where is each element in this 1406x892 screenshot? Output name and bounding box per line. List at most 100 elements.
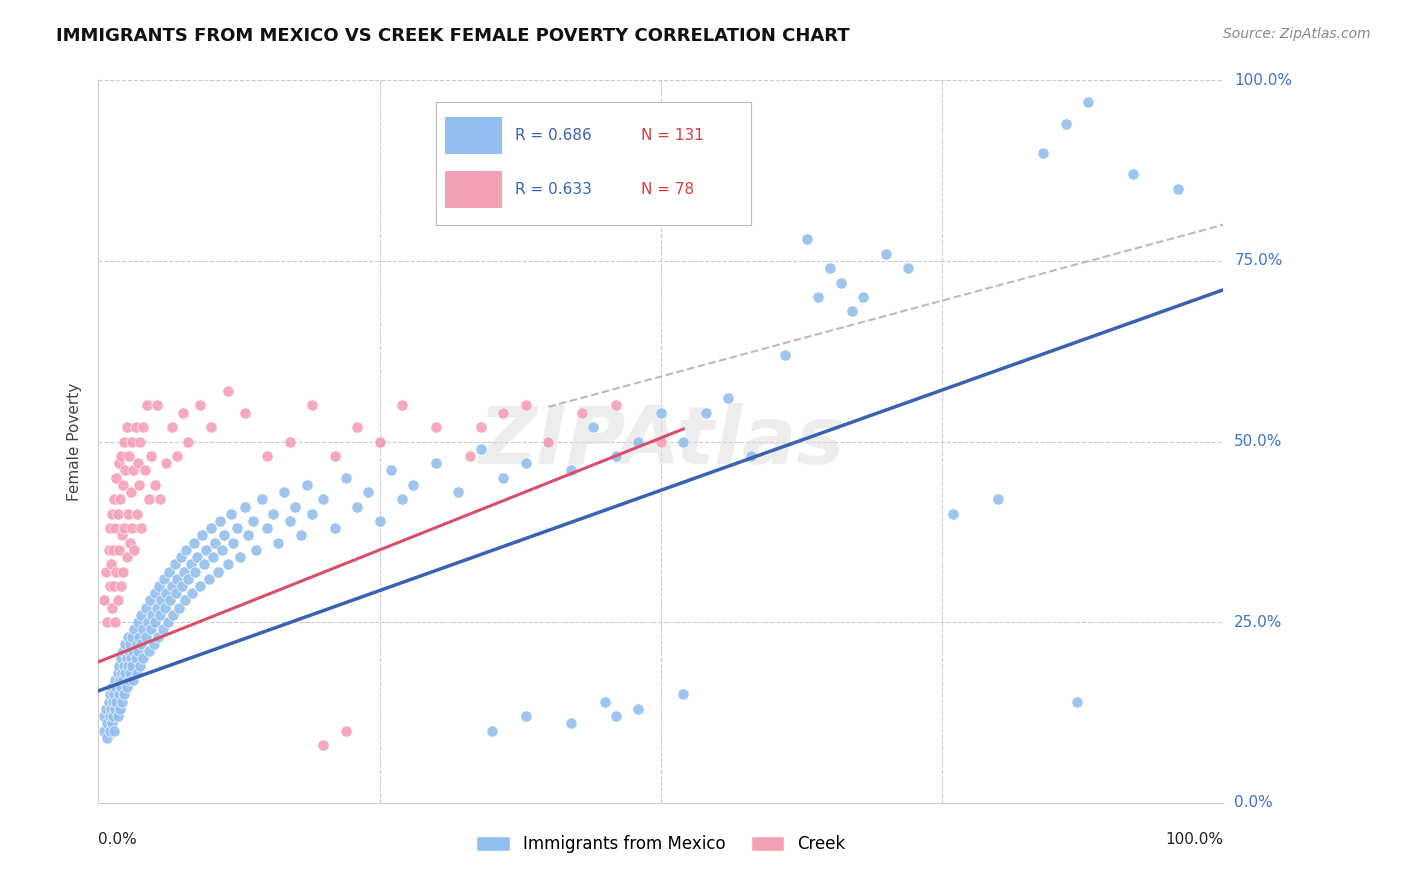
Point (143, 586, 166, 600)
Point (128, 478, 150, 492)
Point (157, 565, 180, 579)
Point (515, 456, 537, 470)
Point (200, 521, 222, 535)
Point (142, 637, 165, 651)
Point (717, 391, 740, 405)
Point (368, 434, 391, 449)
Point (132, 623, 155, 637)
Point (108, 702, 131, 716)
Point (160, 579, 183, 593)
Point (841, 304, 863, 318)
Point (346, 420, 368, 434)
Point (368, 434, 391, 449)
Point (115, 680, 138, 694)
Point (368, 514, 391, 528)
Point (103, 687, 125, 701)
Point (122, 644, 145, 658)
Point (98, 579, 121, 593)
Point (180, 586, 202, 600)
Point (149, 492, 172, 507)
Point (97, 542, 120, 557)
Point (129, 658, 152, 673)
Point (117, 507, 139, 521)
Point (117, 658, 139, 673)
Point (101, 716, 124, 731)
Point (118, 644, 141, 658)
Point (115, 550, 138, 565)
Point (284, 500, 307, 514)
Point (107, 593, 129, 607)
Point (120, 485, 142, 500)
Point (155, 456, 177, 470)
Point (1167, 182, 1189, 196)
Point (278, 514, 301, 528)
Point (160, 420, 183, 434)
Point (818, 261, 841, 276)
Point (134, 463, 156, 477)
Point (200, 420, 222, 434)
Point (115, 651, 138, 665)
Point (163, 558, 186, 572)
Point (111, 528, 134, 542)
Point (942, 507, 965, 521)
Point (447, 485, 470, 500)
Point (155, 586, 177, 600)
Point (159, 593, 181, 607)
Point (124, 651, 146, 665)
Point (108, 673, 131, 687)
Point (173, 565, 195, 579)
Point (112, 478, 135, 492)
Point (107, 507, 129, 521)
Point (830, 276, 852, 290)
Point (105, 470, 128, 484)
Point (104, 615, 127, 630)
Text: 0.0%: 0.0% (1234, 796, 1272, 810)
Point (695, 406, 717, 420)
Point (127, 644, 149, 658)
Point (323, 449, 346, 463)
Point (114, 665, 136, 680)
Point (219, 507, 242, 521)
Point (267, 535, 290, 549)
Point (346, 500, 368, 514)
Point (672, 687, 695, 701)
Point (132, 651, 155, 665)
Point (103, 723, 125, 738)
Point (110, 579, 132, 593)
Point (335, 470, 357, 484)
Point (217, 558, 239, 572)
Point (105, 695, 128, 709)
Point (129, 637, 152, 651)
Point (571, 406, 593, 420)
Text: 100.0%: 100.0% (1166, 831, 1223, 847)
Point (107, 709, 129, 723)
Point (150, 593, 173, 607)
Point (141, 449, 163, 463)
Point (101, 695, 124, 709)
Point (174, 542, 197, 557)
Point (188, 398, 211, 412)
Point (93, 593, 115, 607)
Point (129, 521, 152, 535)
Point (112, 687, 135, 701)
Point (114, 637, 136, 651)
Point (560, 716, 582, 731)
Point (458, 449, 481, 463)
Point (1066, 695, 1088, 709)
Point (121, 521, 143, 535)
Point (104, 702, 127, 716)
Point (195, 542, 218, 557)
Point (118, 637, 141, 651)
Point (627, 434, 650, 449)
Point (132, 420, 155, 434)
Point (118, 665, 141, 680)
Point (129, 607, 152, 622)
Point (103, 579, 125, 593)
Point (492, 470, 515, 484)
Point (166, 572, 188, 586)
Point (149, 607, 172, 622)
Point (112, 658, 135, 673)
Point (107, 665, 129, 680)
Point (107, 456, 129, 470)
Text: Source: ZipAtlas.com: Source: ZipAtlas.com (1223, 27, 1371, 41)
